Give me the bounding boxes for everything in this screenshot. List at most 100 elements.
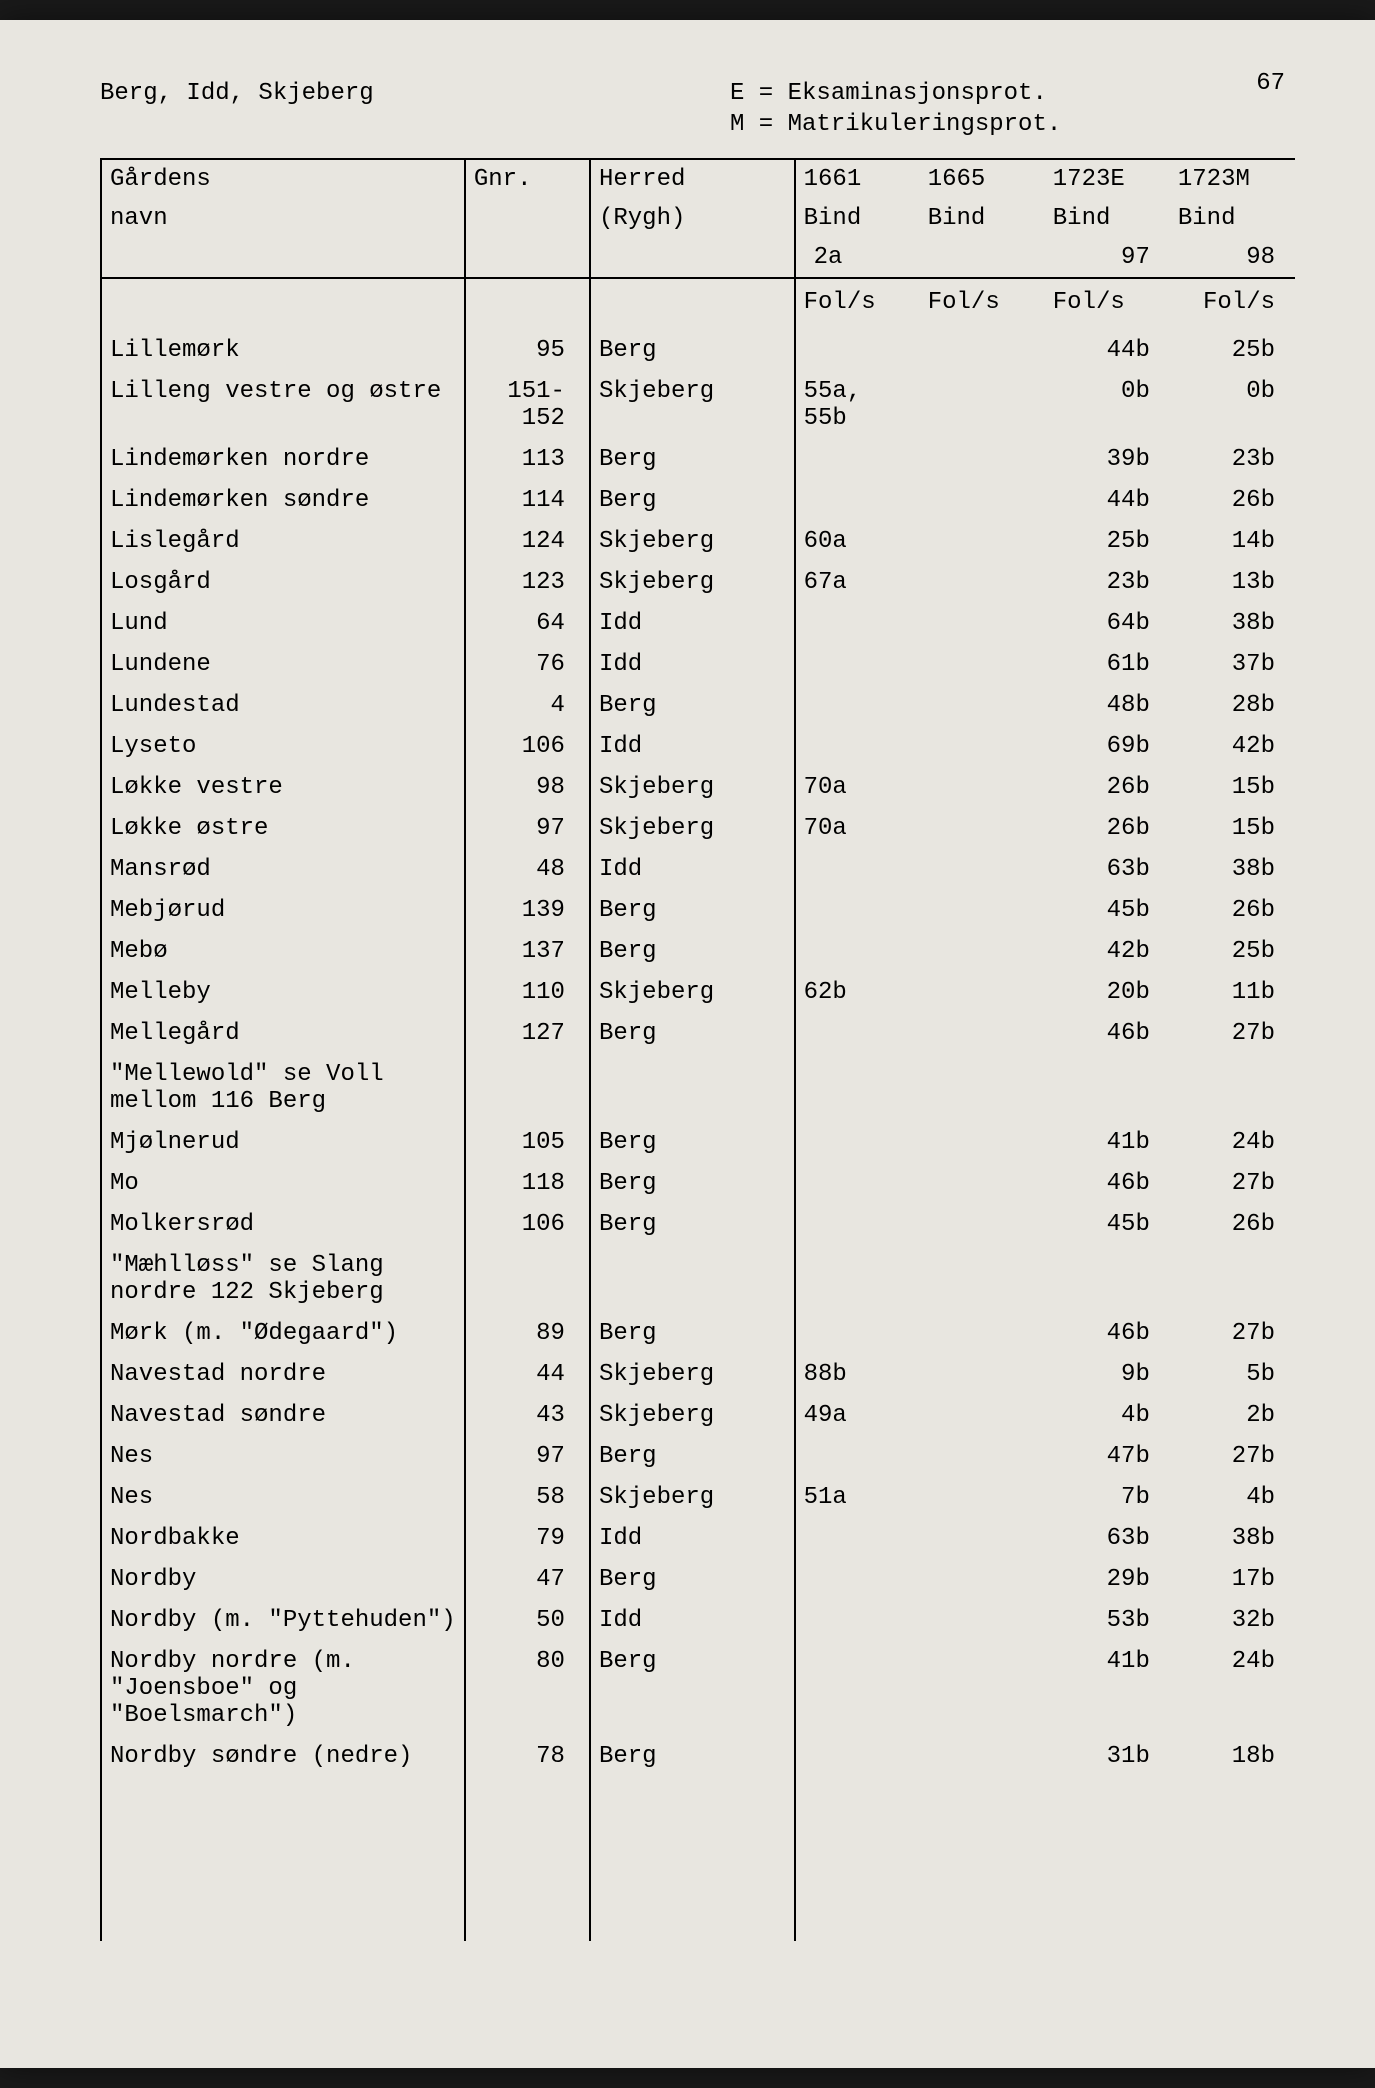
cell-1723e: 48b bbox=[1045, 685, 1170, 726]
cell-herred: Skjeberg bbox=[590, 1354, 795, 1395]
col-1723e: 1723E bbox=[1045, 159, 1170, 199]
table-row: Mebø137Berg42b25b bbox=[101, 931, 1295, 972]
legend-e: E = Eksaminasjonsprot. bbox=[730, 80, 1295, 107]
table-row: Mørk (m. "Ødegaard")89Berg46b27b bbox=[101, 1313, 1295, 1354]
cell-herred: Idd bbox=[590, 726, 795, 767]
cell-name: Nes bbox=[101, 1436, 465, 1477]
cell-1661 bbox=[795, 685, 920, 726]
col-1661: 1661 bbox=[795, 159, 920, 199]
cell-gnr: 123 bbox=[465, 562, 590, 603]
cell-1723m: 26b bbox=[1170, 480, 1295, 521]
cell-1723m: 11b bbox=[1170, 972, 1295, 1013]
table-row: Lund64Idd64b38b bbox=[101, 603, 1295, 644]
cell-1661: 55a, 55b bbox=[795, 371, 920, 439]
table-row: "Mellewold" se Voll mellom 116 Berg bbox=[101, 1054, 1295, 1122]
cell-1723e: 42b bbox=[1045, 931, 1170, 972]
cell-gnr: 80 bbox=[465, 1641, 590, 1736]
cell-1723e: 63b bbox=[1045, 1518, 1170, 1559]
cell-1661 bbox=[795, 1163, 920, 1204]
cell-1665 bbox=[920, 1013, 1045, 1054]
cell-1723m: 0b bbox=[1170, 371, 1295, 439]
cell-name: Nordby nordre (m. "Joensboe" og "Boelsma… bbox=[101, 1641, 465, 1736]
cell-1665 bbox=[920, 1122, 1045, 1163]
cell-1661 bbox=[795, 603, 920, 644]
cell-herred: Berg bbox=[590, 890, 795, 931]
col-name: Gårdens bbox=[101, 159, 465, 199]
table-body: Fol/s Fol/s Fol/s Fol/s Lillemørk95Berg4… bbox=[101, 278, 1295, 1941]
table-row: Nes97Berg47b27b bbox=[101, 1436, 1295, 1477]
cell-gnr: 106 bbox=[465, 726, 590, 767]
cell-gnr: 105 bbox=[465, 1122, 590, 1163]
cell-1661: 62b bbox=[795, 972, 920, 1013]
cell-herred: Idd bbox=[590, 644, 795, 685]
cell-1665 bbox=[920, 371, 1045, 439]
cell-1723e: 46b bbox=[1045, 1313, 1170, 1354]
cell-herred: Berg bbox=[590, 439, 795, 480]
cell-gnr: 79 bbox=[465, 1518, 590, 1559]
cell-name: Lundestad bbox=[101, 685, 465, 726]
cell-name: Lindemørken nordre bbox=[101, 439, 465, 480]
table-row: Lyseto106Idd69b42b bbox=[101, 726, 1295, 767]
table-row: Lilleng vestre og østre151-152Skjeberg55… bbox=[101, 371, 1295, 439]
cell-gnr: 44 bbox=[465, 1354, 590, 1395]
cell-1661 bbox=[795, 1204, 920, 1245]
cell-name: Mansrød bbox=[101, 849, 465, 890]
cell-1723e: 39b bbox=[1045, 439, 1170, 480]
cell-gnr: 139 bbox=[465, 890, 590, 931]
cell-1723m: 5b bbox=[1170, 1354, 1295, 1395]
cell-herred: Berg bbox=[590, 1436, 795, 1477]
cell-gnr: 64 bbox=[465, 603, 590, 644]
cell-1723e: 45b bbox=[1045, 1204, 1170, 1245]
cell-1723e: 47b bbox=[1045, 1436, 1170, 1477]
cell-gnr: 43 bbox=[465, 1395, 590, 1436]
cell-1723e: 29b bbox=[1045, 1559, 1170, 1600]
cell-1723m: 24b bbox=[1170, 1122, 1295, 1163]
cell-name: Lislegård bbox=[101, 521, 465, 562]
table-row: Nordbakke79Idd63b38b bbox=[101, 1518, 1295, 1559]
table-row: Nordby (m. "Pyttehuden")50Idd53b32b bbox=[101, 1600, 1295, 1641]
cell-herred: Idd bbox=[590, 1518, 795, 1559]
cell-1665 bbox=[920, 1736, 1045, 1777]
cell-gnr: 48 bbox=[465, 849, 590, 890]
cell-gnr: 4 bbox=[465, 685, 590, 726]
cell-1665 bbox=[920, 767, 1045, 808]
col-1723m: 1723M bbox=[1170, 159, 1295, 199]
cell-1661: 60a bbox=[795, 521, 920, 562]
farms-table: Gårdens Gnr. Herred 1661 1665 1723E 1723… bbox=[100, 158, 1295, 1941]
cell-1723m: 4b bbox=[1170, 1477, 1295, 1518]
table-row: Molkersrød106Berg45b26b bbox=[101, 1204, 1295, 1245]
table-container: Gårdens Gnr. Herred 1661 1665 1723E 1723… bbox=[100, 158, 1295, 1941]
cell-gnr: 97 bbox=[465, 808, 590, 849]
cell-1661 bbox=[795, 1313, 920, 1354]
cell-1723m: 38b bbox=[1170, 603, 1295, 644]
cell-1723m: 15b bbox=[1170, 767, 1295, 808]
cell-name: Lindemørken søndre bbox=[101, 480, 465, 521]
table-row: "Mæhlløss" se Slang nordre 122 Skjeberg bbox=[101, 1245, 1295, 1313]
cell-herred: Berg bbox=[590, 1163, 795, 1204]
cell-herred: Berg bbox=[590, 1013, 795, 1054]
cell-1661 bbox=[795, 726, 920, 767]
note-cell: "Mæhlløss" se Slang nordre 122 Skjeberg bbox=[101, 1245, 465, 1313]
cell-1723m: 25b bbox=[1170, 330, 1295, 371]
cell-1723e: 0b bbox=[1045, 371, 1170, 439]
cell-name: Losgård bbox=[101, 562, 465, 603]
cell-name: Nordbakke bbox=[101, 1518, 465, 1559]
cell-1661 bbox=[795, 1518, 920, 1559]
page-header: Berg, Idd, Skjeberg E = Eksaminasjonspro… bbox=[100, 80, 1295, 107]
page-number: 67 bbox=[1256, 70, 1285, 97]
cell-1723e: 26b bbox=[1045, 767, 1170, 808]
cell-1665 bbox=[920, 330, 1045, 371]
fols-row: Fol/s Fol/s Fol/s Fol/s bbox=[101, 278, 1295, 330]
cell-1723m: 38b bbox=[1170, 849, 1295, 890]
cell-gnr: 78 bbox=[465, 1736, 590, 1777]
cell-name: Nes bbox=[101, 1477, 465, 1518]
cell-1661 bbox=[795, 1641, 920, 1736]
cell-name: Mo bbox=[101, 1163, 465, 1204]
cell-herred: Skjeberg bbox=[590, 562, 795, 603]
cell-1723m: 24b bbox=[1170, 1641, 1295, 1736]
cell-name: Mebjørud bbox=[101, 890, 465, 931]
col-herred: Herred bbox=[590, 159, 795, 199]
cell-1665 bbox=[920, 1313, 1045, 1354]
cell-1665 bbox=[920, 1354, 1045, 1395]
cell-1661 bbox=[795, 480, 920, 521]
